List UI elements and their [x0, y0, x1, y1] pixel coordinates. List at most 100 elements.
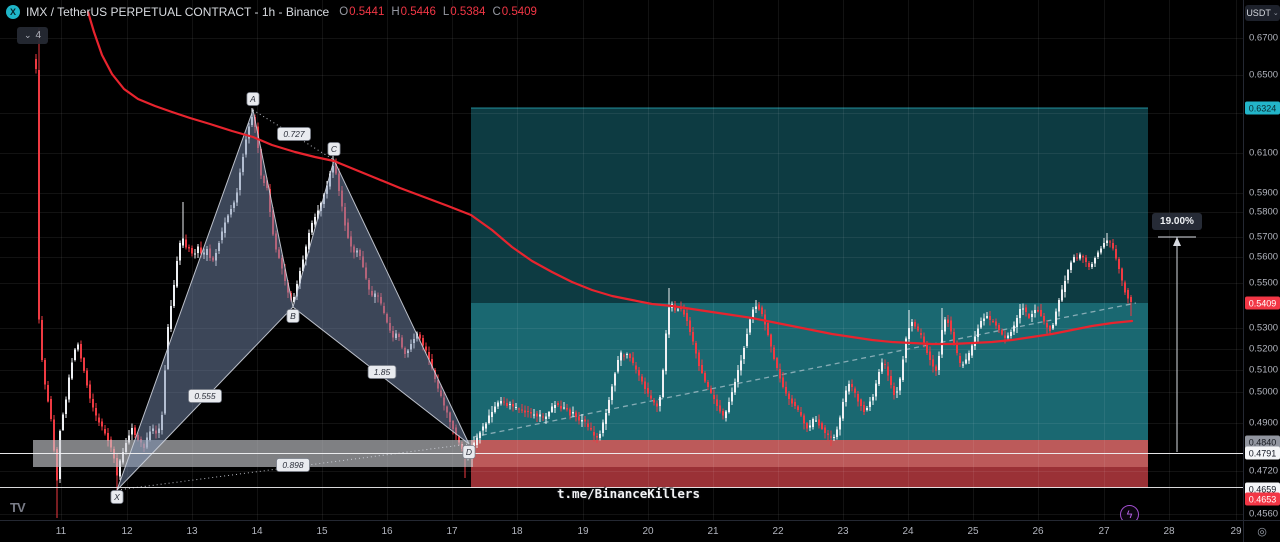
symbol-title[interactable]: IMX / TetherUS PERPETUAL CONTRACT - 1h -…: [26, 5, 330, 19]
ohlc-close-value: 0.5409: [501, 6, 537, 18]
candle-body: [698, 352, 700, 367]
candle-body: [875, 383, 877, 397]
candle-body: [902, 359, 904, 380]
candle-body: [602, 422, 604, 433]
candle-body: [533, 414, 535, 416]
candle-body: [659, 397, 661, 406]
candle-body: [47, 385, 49, 402]
candle-body: [491, 411, 493, 417]
candle-body: [1130, 297, 1132, 302]
candle-body: [1025, 307, 1027, 313]
candle-body: [689, 320, 691, 333]
candle-body: [86, 370, 88, 386]
candle-body: [1031, 313, 1033, 318]
candle-body: [458, 436, 460, 443]
candle-body: [662, 369, 664, 398]
time-tick-label: 14: [251, 526, 263, 537]
candle-body: [713, 395, 715, 399]
currency-unit-label: USDT: [1246, 8, 1271, 18]
candle-body: [797, 406, 799, 410]
candle-body: [686, 313, 688, 321]
currency-unit-button[interactable]: USDT ⌄: [1245, 5, 1280, 21]
lightning-icon-button[interactable]: ϟ: [1120, 505, 1139, 524]
candle-body: [614, 373, 616, 386]
candle-body: [128, 435, 130, 443]
candle-body: [908, 327, 910, 340]
candle-body: [641, 376, 643, 382]
candle-body: [710, 388, 712, 393]
candle-body: [896, 391, 898, 393]
candle-body: [812, 419, 814, 428]
candle-body: [974, 336, 976, 346]
candle-body: [62, 414, 64, 430]
candle-body: [77, 344, 79, 350]
candle-body: [869, 401, 871, 407]
candle-body: [755, 306, 757, 310]
indicators-collapse-button[interactable]: ⌄ 4: [17, 27, 49, 44]
candle-body: [767, 323, 769, 336]
candle-body: [827, 433, 829, 435]
tradingview-logo[interactable]: TV: [10, 500, 26, 515]
price-tick-label: 0.4900: [1249, 417, 1279, 429]
candle-body: [722, 411, 724, 416]
candle-body: [1052, 324, 1054, 329]
candle-body: [701, 364, 703, 374]
candle-body: [845, 390, 847, 403]
candle-body: [926, 344, 928, 353]
candle-body: [965, 359, 967, 364]
candle-body: [794, 402, 796, 406]
candle-body: [428, 352, 430, 360]
chart-canvas[interactable]: 0.555 0.727 1.85 0.898 X A B C D X IMX / TetherU…: [0, 0, 1243, 524]
candle-body: [179, 243, 181, 261]
price-level-label: 0.4653: [1245, 492, 1280, 506]
price-tick-label: 0.6100: [1249, 147, 1279, 159]
trendline: [472, 302, 1137, 438]
symbol-legend: X IMX / TetherUS PERPETUAL CONTRACT - 1h…: [6, 5, 537, 19]
candle-body: [572, 412, 574, 414]
candle-body: [776, 358, 778, 369]
candle-body: [833, 437, 835, 439]
time-tick-label: 11: [55, 526, 67, 537]
ohlc-close-key: C: [492, 6, 501, 18]
candle-body: [1070, 262, 1072, 271]
ohlc-low-value: 0.5384: [450, 6, 486, 18]
pattern-ratio-label-box: [276, 458, 310, 472]
pattern-ratio-label-box: [277, 127, 311, 141]
candle-body: [425, 346, 427, 351]
candle-body: [851, 383, 853, 387]
candle-body: [188, 247, 190, 249]
candle-body: [512, 404, 514, 407]
time-axis[interactable]: 11 12 13 14 15 16 17 18 19 20 21 22 23 24 25 26 27 28 29: [0, 520, 1243, 542]
time-tick-label: 27: [1098, 526, 1110, 537]
candle-body: [83, 358, 85, 372]
pattern-ratio-label: 0.555: [188, 389, 222, 403]
candle-body: [848, 384, 850, 392]
candle-body: [1019, 308, 1021, 318]
candle-body: [419, 334, 421, 339]
candle-body: [791, 398, 793, 404]
time-tick-label: 20: [642, 526, 654, 537]
time-tick-label: 24: [902, 526, 914, 537]
candle-body: [176, 260, 178, 287]
candle-body: [554, 404, 556, 409]
candle-body: [599, 434, 601, 439]
candle-body: [725, 411, 727, 418]
pattern-point-label: D: [462, 445, 476, 459]
candle-body: [944, 319, 946, 332]
candle-body: [1067, 270, 1069, 280]
moving-average-line: [86, 10, 1134, 346]
candle-body: [836, 429, 838, 438]
candle-body: [587, 423, 589, 428]
candle-body: [809, 425, 811, 428]
price-level-label: 0.4840: [1245, 435, 1280, 449]
candle-body: [740, 360, 742, 371]
candle-body: [134, 427, 136, 436]
axis-settings-icon[interactable]: ◎: [1257, 526, 1267, 538]
ohlc-low-key: L: [442, 6, 450, 18]
time-tick-label: 25: [967, 526, 979, 537]
candle-body: [506, 403, 508, 406]
candle-body: [968, 352, 970, 361]
price-axis[interactable]: USDT ⌄ 0.6700 0.6500 0.6100 0.5900 0.5800 0.5…: [1243, 0, 1280, 520]
candle-body: [1109, 241, 1111, 243]
price-tick-label: 0.5800: [1249, 206, 1279, 218]
